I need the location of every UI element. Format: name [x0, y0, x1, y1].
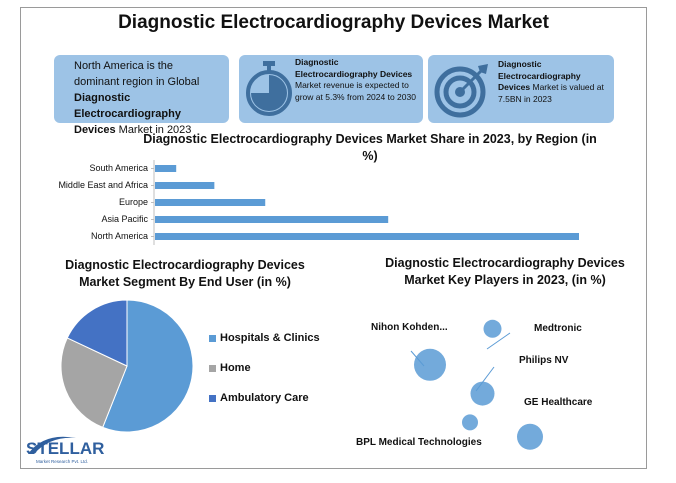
pie-chart	[60, 299, 194, 433]
bar-europe	[155, 199, 266, 206]
bubble-medtronic	[483, 319, 502, 338]
card1-suffix: Market in 2023	[115, 124, 192, 136]
bubble-ge-healthcare	[517, 423, 543, 450]
bubble-nihon-kohden-	[414, 348, 446, 381]
bubble-label: Philips NV	[519, 355, 569, 366]
pie-slice-ambulatory-care	[66, 299, 128, 367]
logo-tagline: Market Research Pvt. Ltd.	[36, 459, 88, 464]
logo-name: STELLAR	[26, 439, 104, 458]
info-card-valuation: Diagnostic Electrocardiography Devices M…	[428, 55, 614, 123]
info-card-growth: Diagnostic Electrocardiography Devices M…	[239, 55, 423, 123]
card2-text: Diagnostic Electrocardiography Devices M…	[295, 57, 420, 103]
card3-bold: Diagnostic Electrocardiography Devices	[498, 59, 581, 92]
bubble-philips-nv	[470, 381, 495, 406]
pie-chart-title: Diagnostic Electrocardiography Devices M…	[65, 258, 305, 289]
legend-label: Home	[220, 362, 251, 374]
bar-category-label: Europe	[118, 196, 148, 207]
legend-label: Ambulatory Care	[220, 392, 309, 404]
bar-south-america	[155, 165, 177, 172]
stellar-logo: STELLAR Market Research Pvt. Ltd.	[26, 436, 104, 464]
card3-suffix: Market is valued at 7.5BN in 2023	[498, 82, 604, 104]
stopwatch-icon	[246, 61, 292, 116]
card2-bold: Diagnostic Electrocardiography Devices	[295, 57, 413, 79]
card2-suffix: Market revenue is expected to grow at 5.…	[295, 80, 416, 102]
card1-prefix: North America is the dominant region in …	[74, 60, 200, 88]
target-icon	[434, 64, 488, 118]
bar-asia-pacific	[155, 216, 389, 223]
bar-category-label: North America	[90, 230, 148, 241]
card1-bold: Diagnostic Electrocardiography Devices	[74, 92, 181, 136]
bubble-chart-title: Diagnostic Electrocardiography Devices M…	[385, 256, 625, 287]
bar-category-label: Middle East and Africa	[58, 179, 148, 190]
legend-swatch	[209, 335, 216, 342]
bar-middle-east-and-africa	[155, 182, 215, 189]
card3-text: Diagnostic Electrocardiography Devices M…	[498, 59, 608, 105]
bar-north-america	[155, 233, 579, 240]
bubble-label: Nihon Kohden...	[371, 322, 448, 333]
bubble-label: GE Healthcare	[524, 397, 593, 408]
bubble-label: BPL Medical Technologies	[356, 437, 482, 448]
bubble-bpl-medical-technologies	[462, 414, 478, 431]
legend-swatch	[209, 395, 216, 402]
bubble-label: Medtronic	[534, 323, 582, 334]
page-title: Diagnostic Electrocardiography Devices M…	[118, 12, 549, 33]
bar-category-label: South America	[89, 162, 148, 173]
info-card-dominant-region: North America is the dominant region in …	[54, 55, 229, 136]
pie-slice-home	[60, 337, 128, 429]
bar-category-label: Asia Pacific	[101, 213, 148, 224]
legend-swatch	[209, 365, 216, 372]
bar-chart-title: Diagnostic Electrocardiography Devices M…	[143, 132, 597, 163]
bubble-leader-line	[486, 332, 511, 350]
pie-slice-hospitals-clinics	[102, 299, 194, 433]
legend-label: Hospitals & Clinics	[220, 332, 320, 344]
